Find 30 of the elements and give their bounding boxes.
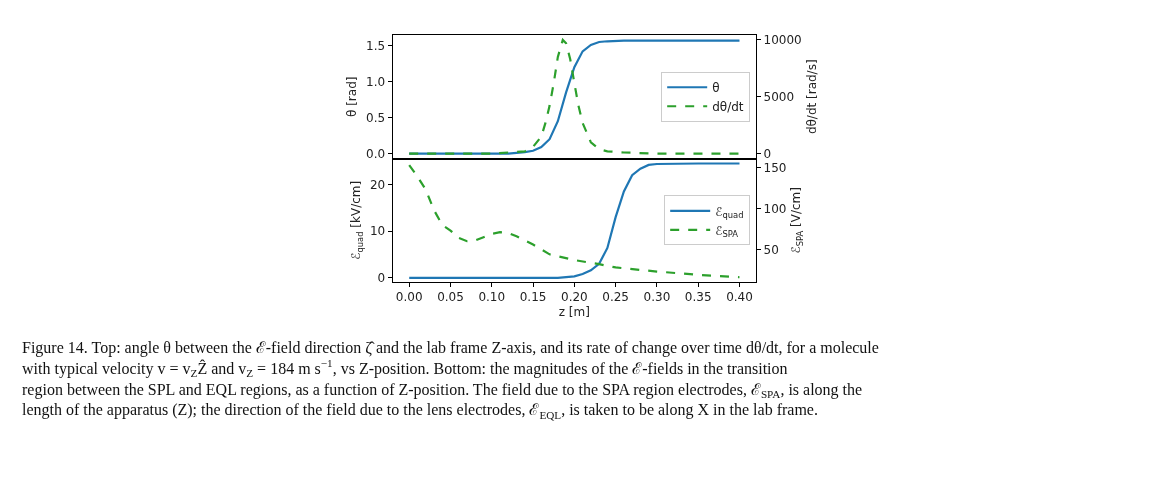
y-tick-label: 1.5	[366, 38, 386, 53]
x-tick-label: 0.10	[478, 290, 506, 305]
y2-axis-title: dθ/dt [rad/s]	[804, 59, 819, 135]
legend-label: ℰ$_{quad}$	[715, 204, 744, 221]
legend-label: ℰ$_{SPA}$	[715, 223, 739, 240]
y-axis-title: θ [rad]	[345, 76, 360, 117]
x-tick-label: 0.00	[395, 290, 423, 305]
x-tick-label: 0.20	[560, 290, 588, 305]
y-tick-label: 1.0	[366, 74, 386, 89]
legend-label: dθ/dt	[712, 99, 744, 114]
x-tick-label: 0.15	[519, 290, 547, 305]
x-axis-title: z [m]	[558, 305, 590, 320]
y2-tick-label: 50	[763, 242, 779, 257]
y-tick-label: 0	[377, 271, 386, 286]
y2-tick-label: 0	[763, 146, 772, 161]
x-tick-label: 0.05	[437, 290, 464, 305]
y2-tick-label: 100	[763, 201, 787, 216]
text: Figure 14. Top: angle θ between the ℰ-field direction ζ̂ and the lab frame Z-axis, and its rate of change over time dθ/dt, for a molecule with typical velocity v = v$_{Z}$Ẑ and v$_{Z}$ = 184 m s$^{−1}$, vs Z-position. Bottom: the magnitudes of the ℰ-fields in the transition region between the SPL and EQL regions, as a function of Z-position. The field due to the SPA region electrodes, ℰ$_{SPA}$, is along the length of the apparatus (Z); the direction of the field due to the lens electrodes, ℰ$_{EQL}$, is taken to be along X in the lab frame.	[22, 339, 879, 421]
y-tick-label: 0.0	[366, 146, 386, 161]
y2-tick-label: 10000	[763, 33, 802, 48]
x-tick-label: 0.30	[643, 290, 671, 305]
x-tick-label: 0.25	[602, 290, 629, 305]
y2-tick-label: 5000	[763, 89, 795, 104]
y-tick-label: 20	[369, 177, 386, 192]
y2-tick-label: 150	[763, 160, 787, 175]
x-tick-label: 0.35	[684, 290, 712, 305]
legend-label: θ	[712, 80, 720, 95]
y-tick-label: 0.5	[366, 110, 386, 125]
x-tick-label: 0.40	[726, 290, 753, 305]
y-tick-label: 10	[369, 224, 386, 239]
